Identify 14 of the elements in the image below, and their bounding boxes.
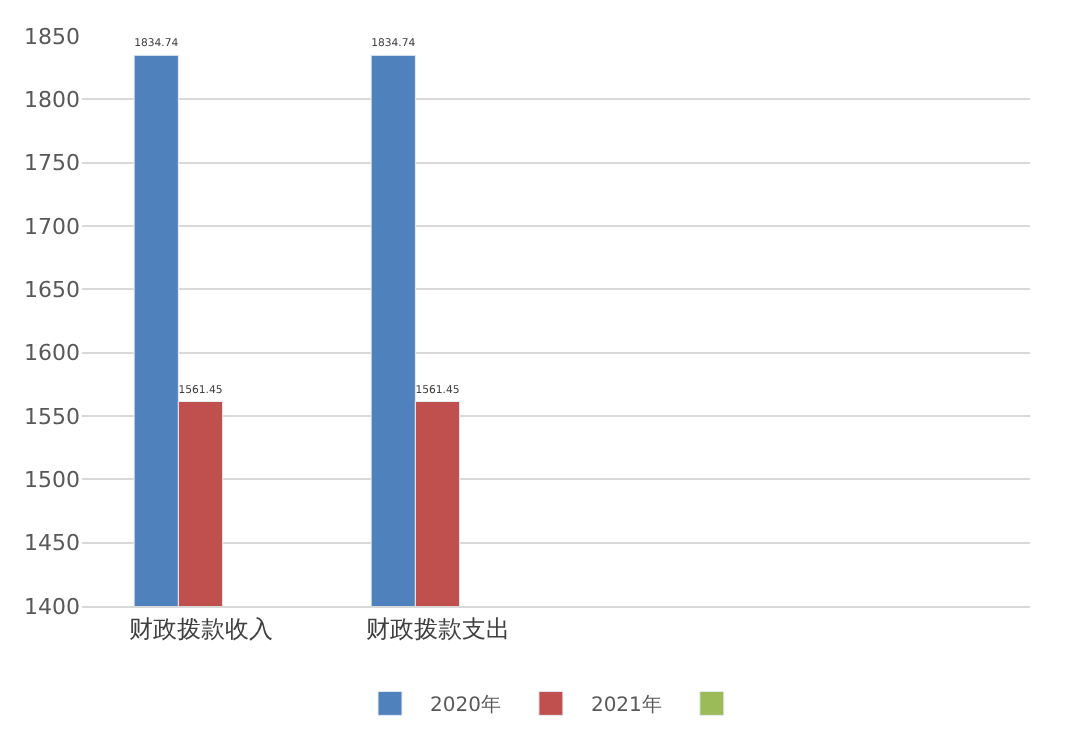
y-tick-label: 1450 (24, 530, 80, 557)
y-tick-label: 1750 (24, 150, 80, 177)
y-tick-label: 1700 (24, 213, 80, 240)
y-tick-label: 1850 (24, 23, 80, 50)
y-tick-label: 1500 (24, 467, 80, 494)
legend-label: 2020年 (430, 693, 501, 718)
x-tick-label: 财政拨款支出 (365, 614, 510, 643)
y-tick-label: 1400 (24, 593, 80, 620)
y-tick-label: 1650 (24, 277, 80, 304)
y-tick-label: 1550 (24, 403, 80, 430)
x-tick-label: 财政拨款收入 (128, 614, 273, 643)
legend-label: 2021年 (590, 693, 662, 718)
y-tick-label: 1800 (24, 87, 80, 114)
y-tick-label: 1600 (24, 340, 80, 367)
